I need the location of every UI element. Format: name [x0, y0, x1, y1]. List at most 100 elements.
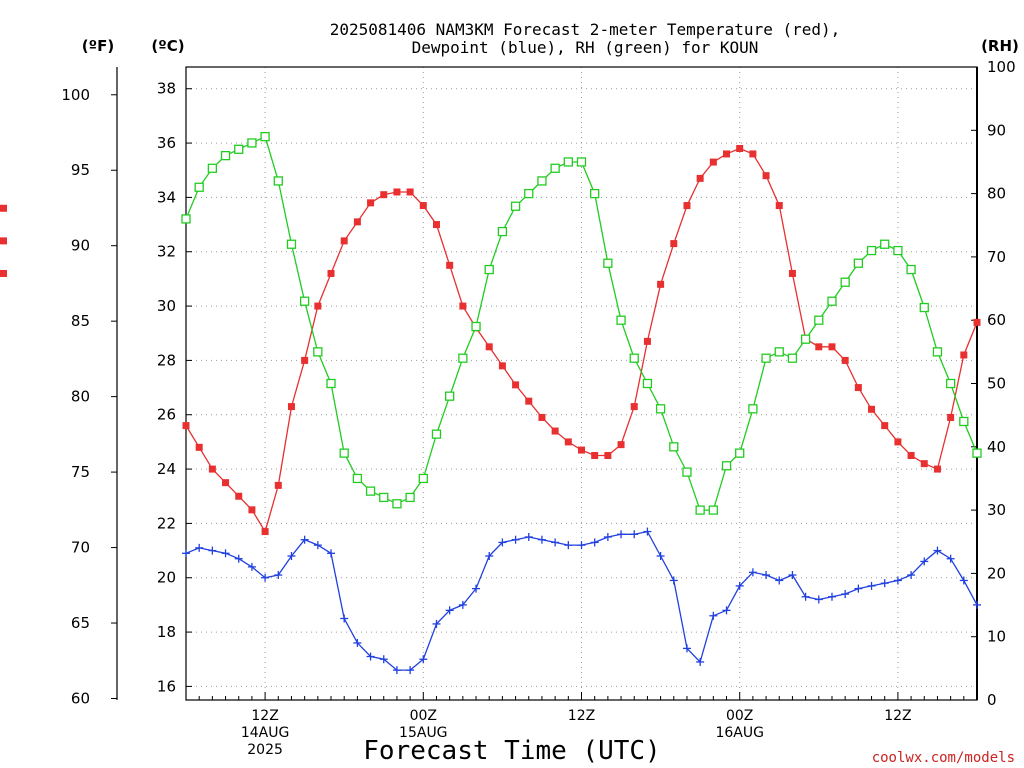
rh-point: [669, 442, 679, 452]
temperature-point: [248, 506, 256, 514]
fahrenheit-tick-label: 70: [71, 539, 90, 557]
dewpoint-point: [182, 549, 190, 558]
temperature-point: [0, 269, 7, 277]
dewpoint-point: [419, 655, 428, 664]
temperature-point: [933, 465, 941, 473]
temperature-point: [512, 381, 520, 389]
chart-title-line-2: Dewpoint (blue), RH (green) for KOUN: [412, 38, 759, 57]
x-tick-label: 12Z: [568, 708, 595, 724]
temperature-point: [564, 438, 572, 446]
temperature-point: [709, 158, 717, 166]
rh-point: [445, 391, 455, 401]
x-tick-label: 12Z: [884, 708, 911, 724]
dewpoint-point: [590, 538, 599, 547]
celsius-tick-label: 32: [157, 243, 176, 261]
fahrenheit-tick-label: 90: [71, 237, 90, 255]
rh-point: [379, 492, 389, 503]
temperature-line: [185, 147, 978, 534]
rh-point: [682, 467, 692, 477]
dewpoint-point: [366, 652, 375, 661]
rh-tick-label: 100: [987, 58, 1016, 76]
dewpoint-point: [564, 541, 573, 550]
temperature-point: [525, 397, 533, 405]
rh-point: [906, 264, 916, 275]
dewpoint-point: [485, 552, 494, 561]
dewpoint-point: [748, 568, 757, 577]
rh-point: [800, 334, 811, 344]
x-tick-label: 00Z: [726, 708, 753, 724]
rh-tick-label: 30: [987, 501, 1006, 519]
rh-tick-label: 70: [987, 248, 1006, 266]
rh-tick-label: 80: [987, 185, 1006, 203]
temperature-point: [604, 451, 612, 459]
dewpoint-point: [643, 527, 652, 536]
rh-point: [708, 505, 718, 515]
x-tick-label: 16AUG: [715, 725, 764, 741]
dewpoint-point: [933, 546, 942, 555]
temperature-point: [591, 451, 599, 459]
rh-point: [313, 347, 323, 357]
rh-point: [827, 296, 837, 306]
dewpoint-point: [577, 541, 586, 550]
celsius-tick-label: 22: [157, 514, 176, 532]
fahrenheit-unit-label: (ºF): [82, 37, 114, 55]
dewpoint-point: [353, 638, 362, 647]
dewpoint-point: [669, 576, 678, 585]
dewpoint-point: [682, 644, 691, 653]
rh-point: [735, 448, 745, 458]
temperature-point: [670, 240, 678, 248]
temperature-point: [195, 443, 203, 451]
dewpoint-point: [537, 535, 546, 544]
temperature-point: [301, 356, 309, 364]
rh-point: [524, 188, 534, 199]
celsius-tick-label: 20: [157, 569, 176, 587]
dewpoint-point: [551, 538, 560, 547]
rh-point: [932, 347, 943, 357]
rh-point: [194, 182, 204, 192]
dewpoint-point: [946, 554, 955, 563]
dewpoint-point: [247, 562, 256, 571]
rh-point: [247, 138, 257, 148]
dewpoint-point: [973, 600, 981, 609]
dewpoint-point: [379, 655, 388, 664]
temperature-point: [630, 403, 638, 411]
temperature-point: [459, 302, 467, 310]
dewpoint-point: [313, 541, 322, 550]
dewpoint-point: [762, 571, 771, 580]
rh-point: [537, 176, 547, 186]
rh-point: [286, 239, 297, 249]
dewpoint-point: [617, 530, 626, 539]
temperature-point: [380, 191, 388, 199]
rh-point: [721, 461, 732, 471]
temperature-point: [327, 269, 335, 277]
dewpoint-point: [722, 606, 731, 615]
dewpoint-point: [340, 614, 349, 623]
temperature-point: [0, 204, 7, 212]
dewpoint-point: [300, 535, 309, 544]
temperature-point: [973, 318, 981, 326]
celsius-tick-label: 36: [157, 134, 176, 152]
temperature-point: [775, 202, 783, 210]
temperature-point: [815, 343, 823, 351]
axes: [111, 66, 978, 701]
temperature-point: [736, 145, 744, 153]
temperature-point: [353, 218, 361, 226]
temperature-point: [828, 343, 836, 351]
temperature-point: [657, 280, 665, 288]
x-tick-label: 14AUG: [241, 725, 290, 741]
dewpoint-point: [603, 532, 612, 541]
dewpoint-point: [630, 530, 639, 539]
fahrenheit-tick-label: 85: [71, 312, 90, 330]
temperature-point: [683, 202, 691, 210]
celsius-tick-label: 16: [157, 677, 176, 695]
dewpoint-point: [261, 573, 270, 582]
x-tick-label: 00Z: [410, 708, 437, 724]
celsius-tick-label: 38: [157, 80, 176, 98]
temperature-point: [340, 237, 348, 245]
rh-point: [392, 499, 402, 509]
rh-point: [326, 378, 336, 389]
rh-point: [550, 163, 560, 173]
temperature-point: [432, 221, 440, 229]
dewpoint-point: [208, 546, 217, 555]
temperature-point: [920, 460, 928, 468]
